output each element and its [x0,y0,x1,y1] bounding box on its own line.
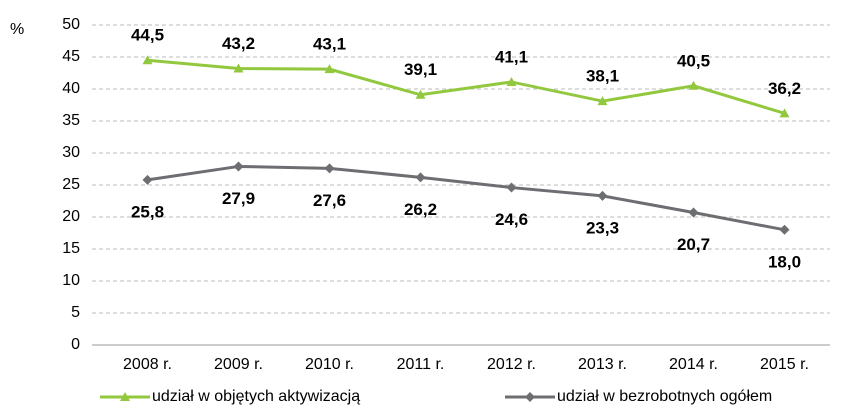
data-label: 27,6 [313,191,346,210]
y-tick-label: 20 [62,208,80,225]
x-tick-label: 2015 r. [760,356,809,373]
y-tick-label: 45 [62,48,80,65]
marker [142,55,153,65]
data-label: 27,9 [222,189,255,208]
data-label: 43,1 [313,35,346,54]
x-tick-label: 2012 r. [487,356,536,373]
data-label: 44,5 [131,26,164,45]
marker [233,63,244,73]
data-label: 39,1 [404,60,437,79]
y-tick-label: 0 [71,336,80,353]
data-label: 18,0 [768,252,801,271]
data-label: 36,2 [768,79,801,98]
y-axis-label: % [10,21,24,38]
marker [142,174,153,185]
marker [233,161,244,172]
marker [688,207,699,218]
data-label: 40,5 [677,51,710,70]
data-label: 24,6 [495,210,528,229]
y-tick-label: 50 [62,16,80,33]
marker [597,96,608,106]
marker [324,163,335,174]
legend-label: udział w bezrobotnych ogółem [557,388,772,405]
marker [506,76,517,86]
marker [525,392,535,402]
data-label: 23,3 [586,218,619,237]
data-label: 38,1 [586,67,619,86]
x-tick-label: 2011 r. [397,356,445,373]
data-label: 26,2 [404,200,437,219]
marker [779,108,790,118]
y-tick-label: 25 [62,176,80,193]
x-tick-label: 2014 r. [669,356,718,373]
series-line [147,164,785,232]
marker [415,89,426,99]
y-tick-label: 35 [62,112,80,129]
legend-label: udział w objętych aktywizacją [152,388,360,405]
marker [120,392,130,401]
y-tick-label: 5 [71,304,80,321]
series-line [147,58,785,115]
marker [597,190,608,201]
marker [779,224,790,235]
x-tick-label: 2009 r. [214,356,263,373]
y-tick-label: 15 [62,240,80,257]
data-label: 41,1 [495,47,528,66]
x-tick-label: 2008 r. [123,356,172,373]
x-tick-label: 2010 r. [305,356,354,373]
marker [415,172,426,183]
data-label: 43,2 [222,34,255,53]
marker [688,80,699,90]
marker [324,64,335,74]
y-tick-label: 10 [62,272,80,289]
x-tick-label: 2013 r. [578,356,627,373]
y-tick-label: 30 [62,144,80,161]
data-label: 25,8 [131,202,164,221]
data-label: 20,7 [677,235,710,254]
y-tick-label: 40 [62,80,80,97]
marker [506,182,517,193]
